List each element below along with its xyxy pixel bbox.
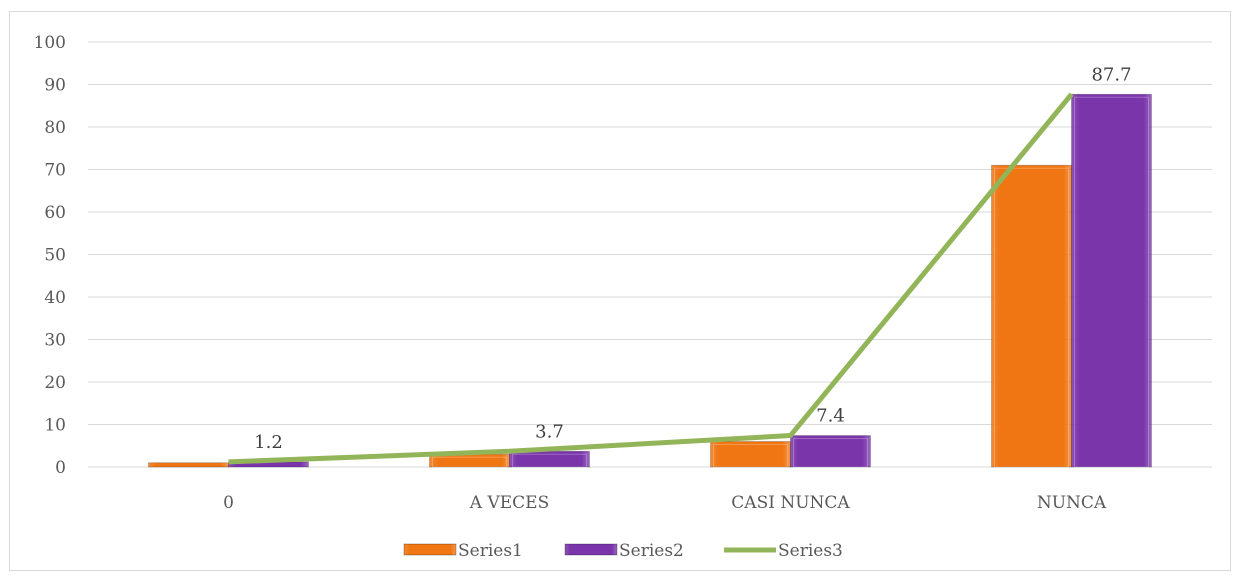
bar-bevel-series2-1: [512, 453, 587, 468]
category-label-0: 0: [223, 493, 234, 513]
bar-series2-2: [790, 435, 871, 468]
y-tick-label-90: 90: [44, 76, 66, 96]
y-tick-label-30: 30: [44, 331, 66, 351]
legend: Series1 Series2 Series3: [403, 541, 843, 561]
data-label-0: 1.2: [254, 432, 283, 453]
y-tick-label-0: 0: [55, 458, 66, 478]
bar-bevel-series1-3: [994, 167, 1069, 468]
legend-label-series1: Series1: [458, 541, 523, 561]
y-tick-label-60: 60: [44, 203, 66, 223]
y-tick-label-20: 20: [44, 373, 66, 393]
bars: [148, 93, 1152, 468]
category-label-3: NUNCA: [1037, 493, 1107, 513]
y-tick-label-70: 70: [44, 161, 66, 181]
y-tick-label-80: 80: [44, 118, 66, 138]
bar-series2-3: [1071, 93, 1152, 468]
bar-series1-0: [148, 462, 229, 468]
legend-swatch-series1: [403, 543, 457, 556]
y-tick-label-40: 40: [44, 288, 66, 308]
bar-series1-2: [710, 441, 791, 468]
legend-label-series2: Series2: [619, 541, 684, 561]
y-axis-ticks: 0 10 20 30 40 50 60 70 80 90 100: [34, 33, 66, 478]
legend-label-series3: Series3: [778, 541, 843, 561]
bar-bevel-series1-2: [713, 444, 788, 468]
line-series: [228, 92, 1074, 465]
y-tick-label-100: 100: [34, 33, 66, 53]
x-axis-categories: 0 A VECES CASI NUNCA NUNCA: [223, 493, 1107, 513]
category-label-2: CASI NUNCA: [731, 493, 850, 513]
y-tick-label-50: 50: [44, 246, 66, 266]
data-label-1: 3.7: [535, 421, 564, 442]
bar-bevel-series1-1: [432, 456, 507, 468]
category-label-1: A VECES: [469, 493, 549, 513]
bar-series1-3: [991, 164, 1072, 468]
data-label-3: 87.7: [1091, 64, 1131, 85]
legend-swatch-series2: [564, 543, 618, 556]
bar-bevel-series2-3: [1074, 96, 1149, 468]
bar-series2-1: [509, 450, 590, 468]
y-tick-label-10: 10: [44, 416, 66, 436]
line-series3: [228, 92, 1074, 465]
data-label-2: 7.4: [816, 406, 845, 427]
data-labels: 1.2 3.7 7.4 87.7: [254, 64, 1131, 453]
bar-bevel-series2-2: [793, 438, 868, 468]
